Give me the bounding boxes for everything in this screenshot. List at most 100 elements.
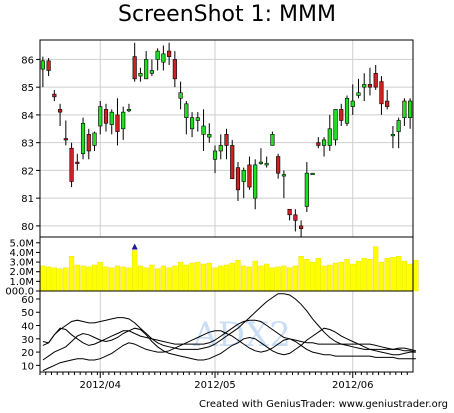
volume-bar: [235, 259, 241, 292]
candle-up: [144, 59, 149, 80]
candle-up: [138, 72, 143, 77]
indicator-panel: ADX2 10 20 30 40 50 60: [21, 290, 417, 373]
candle-up: [201, 125, 206, 135]
price-axis: 80 81 82 83 84 85 86: [21, 55, 40, 233]
volume-panel: 000.01.0M2.0M3.0M4.0M5.0M: [5, 236, 419, 298]
price-tick-label: 83: [21, 139, 34, 150]
indicator-tick-label: 40: [21, 322, 34, 333]
volume-bar: [321, 265, 327, 292]
volume-bar: [63, 267, 69, 292]
indicator-tick-label: 10: [21, 361, 34, 372]
volume-bar: [45, 266, 52, 292]
candle-down: [373, 72, 378, 88]
candle-down: [46, 60, 51, 71]
candle-up: [184, 103, 189, 118]
price-tick-label: 80: [21, 222, 34, 233]
volume-bar: [195, 261, 201, 292]
price-panel: 80 81 82 83 84 85 86: [21, 39, 414, 238]
chart-title: ScreenShot 1: MMM: [118, 2, 336, 27]
volume-bar: [68, 256, 75, 292]
candle-down: [385, 100, 390, 107]
price-tick-label: 86: [21, 55, 34, 66]
volume-bar: [103, 266, 109, 292]
volume-bar: [132, 250, 138, 292]
volume-bar: [275, 266, 281, 292]
candle-up: [241, 170, 246, 182]
candle-up: [396, 120, 401, 132]
volume-bar: [246, 266, 253, 292]
candle-down: [299, 225, 304, 229]
volume-bars: [40, 243, 419, 292]
indicator-line-4: [42, 330, 416, 372]
candle-up: [126, 109, 132, 112]
candle-up: [408, 100, 413, 118]
candle-down: [224, 134, 229, 146]
indicator-line-3: [42, 327, 416, 361]
volume-tick-label: 1.0M: [9, 277, 34, 288]
volume-axis: 000.01.0M2.0M3.0M4.0M5.0M: [5, 238, 40, 298]
date-axis: 2012/04 2012/05 2012/06: [39, 372, 408, 391]
volume-bar: [40, 265, 46, 292]
volume-bar: [57, 268, 63, 292]
candle-down: [276, 156, 281, 174]
volume-bar: [378, 261, 385, 292]
volume-bar: [120, 266, 126, 292]
volume-bar: [309, 261, 316, 292]
candle-down: [172, 59, 177, 80]
indicator-tick-label: 60: [21, 295, 34, 306]
volume-bar: [281, 265, 287, 292]
candle-down: [75, 161, 80, 164]
date-tick-label: 2012/06: [332, 380, 374, 391]
volume-tick-label: 5.0M: [9, 238, 34, 249]
candle-down: [235, 167, 241, 191]
candle-up: [121, 111, 126, 130]
volume-bar: [252, 260, 258, 292]
volume-bar: [390, 257, 396, 292]
volume-bar: [97, 261, 103, 292]
candle-down: [115, 114, 120, 132]
candle-up: [327, 128, 332, 146]
indicator-line-1: [42, 293, 417, 352]
volume-bar: [126, 267, 132, 292]
price-tick-label: 82: [21, 166, 34, 177]
volume-bar: [91, 264, 98, 292]
volume-bar: [200, 263, 207, 292]
candle-up: [402, 100, 407, 118]
volume-bar: [315, 258, 321, 292]
candle-down: [103, 109, 109, 124]
candle-up: [310, 172, 315, 175]
candle-up: [92, 132, 97, 146]
candle-down: [86, 134, 91, 152]
candle-up: [98, 106, 103, 127]
indicator-lines: [42, 293, 417, 372]
candle-up: [333, 109, 338, 141]
candle-up: [321, 139, 327, 146]
candle-up: [258, 161, 264, 164]
volume-bar: [177, 261, 184, 292]
volume-bar: [264, 263, 270, 292]
indicator-tick-label: 50: [21, 308, 34, 319]
volume-bar: [304, 258, 310, 292]
credit-text: Created with GeniusTrader: www.geniustra…: [199, 399, 448, 410]
candle-up: [109, 111, 114, 125]
candle-up: [350, 100, 355, 107]
volume-bar: [327, 264, 333, 292]
candle-down: [247, 164, 252, 188]
volume-bar: [287, 267, 293, 292]
date-tick-label: 2012/05: [194, 380, 236, 391]
candle-up: [362, 84, 367, 88]
volume-bar: [229, 262, 235, 292]
volume-bar: [384, 258, 390, 292]
volume-tick-label: 4.0M: [9, 248, 34, 259]
volume-bar: [149, 264, 155, 292]
watermark-label: ADX2: [192, 315, 291, 355]
candle-up: [304, 172, 309, 207]
candle-down: [58, 109, 63, 113]
candle-up: [149, 70, 154, 74]
volume-bar: [258, 265, 264, 292]
candle-down: [287, 208, 292, 216]
candle-up: [161, 53, 166, 63]
candle-down: [69, 147, 74, 182]
candle-down: [367, 84, 373, 88]
